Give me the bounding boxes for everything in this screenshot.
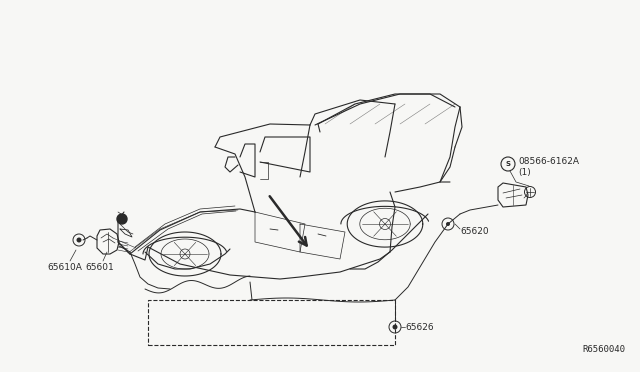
- Text: 65620: 65620: [460, 228, 488, 237]
- Circle shape: [446, 222, 450, 226]
- Text: 65601: 65601: [86, 263, 115, 272]
- Circle shape: [392, 324, 397, 330]
- Text: R6560040: R6560040: [582, 345, 625, 354]
- Text: S: S: [506, 161, 511, 167]
- Circle shape: [77, 237, 81, 243]
- Text: 65610A: 65610A: [47, 263, 83, 272]
- Text: 65626: 65626: [405, 323, 434, 331]
- Text: 08566-6162A: 08566-6162A: [518, 157, 579, 166]
- Circle shape: [117, 214, 127, 224]
- Text: (1): (1): [518, 167, 531, 176]
